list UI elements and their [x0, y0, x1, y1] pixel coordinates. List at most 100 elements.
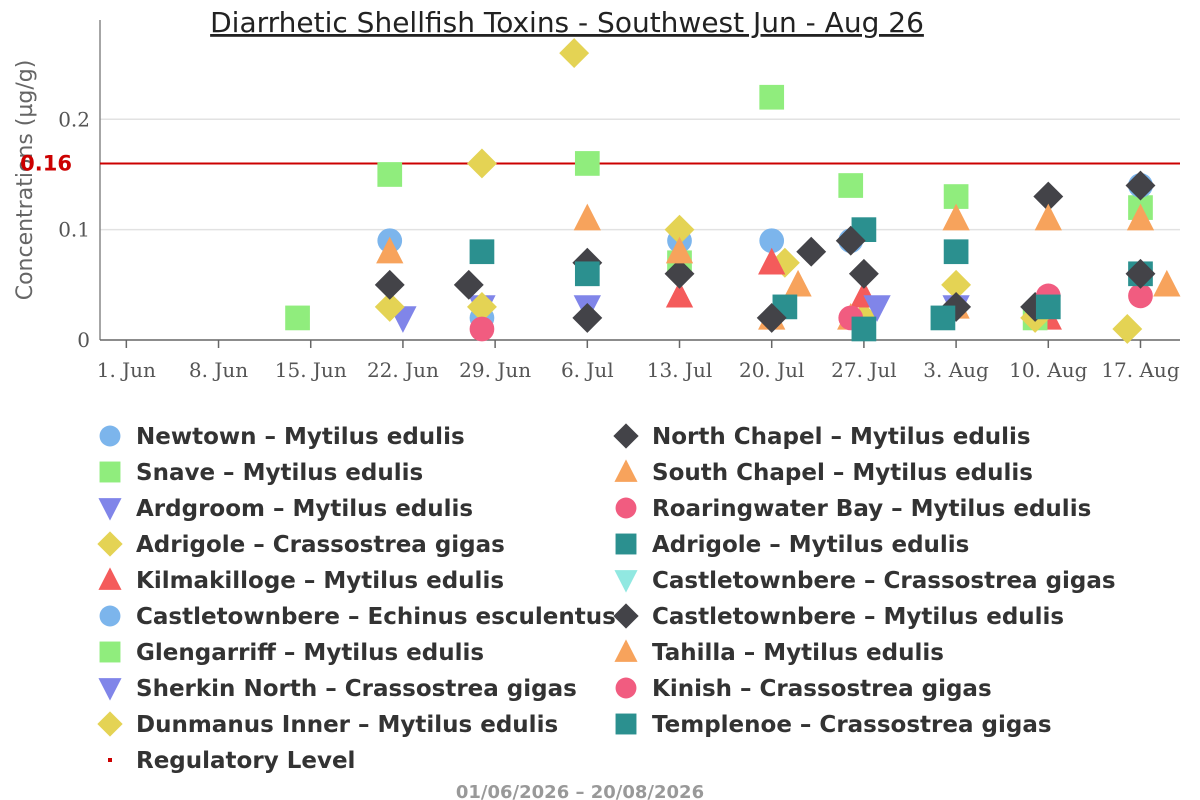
data-point — [469, 239, 495, 265]
legend-label[interactable]: Kinish – Crassostrea gigas — [652, 676, 992, 702]
legend-marker — [614, 639, 638, 662]
data-points — [285, 38, 1181, 344]
data-point — [1126, 203, 1155, 231]
data-point — [851, 316, 877, 342]
legend-label[interactable]: Sherkin North – Crassostrea gigas — [136, 676, 577, 702]
legend-marker — [615, 677, 637, 699]
data-point — [469, 316, 495, 342]
data-point — [1128, 283, 1153, 309]
legend-marker — [98, 498, 122, 521]
data-point — [1125, 170, 1156, 201]
data-point — [374, 269, 405, 300]
legend-marker — [614, 570, 638, 593]
legend-label[interactable]: Newtown – Mytilus edulis — [136, 424, 465, 450]
x-tick-label: 22. Jun — [367, 358, 439, 382]
data-point — [572, 302, 603, 333]
chart-title: Diarrhetic Shellfish Toxins - Southwest … — [210, 6, 924, 39]
x-tick-label: 27. Jul — [831, 358, 896, 382]
legend-label[interactable]: Templenoe – Crassostrea gigas — [652, 712, 1052, 738]
legend-label[interactable]: Snave – Mytilus edulis — [136, 460, 423, 486]
x-tick-label: 15. Jun — [275, 358, 347, 382]
legend-label[interactable]: Castletownbere – Crassostrea gigas — [652, 568, 1116, 594]
data-point — [285, 305, 310, 331]
legend-marker — [97, 711, 123, 737]
x-tick-label: 20. Jul — [739, 358, 804, 382]
data-point — [1125, 258, 1156, 289]
data-point — [467, 148, 497, 179]
legend: Newtown – Mytilus edulis Snave – Mytilus … — [97, 423, 1116, 774]
data-point — [784, 269, 812, 297]
data-point — [758, 247, 786, 275]
data-point — [941, 269, 972, 300]
data-point — [664, 214, 695, 245]
legend-label[interactable]: Castletownbere – Echinus esculentus — [136, 604, 616, 630]
data-point — [1034, 203, 1062, 231]
data-point — [374, 291, 405, 322]
data-point — [574, 261, 600, 287]
legend-label[interactable]: Castletownbere – Mytilus edulis — [652, 604, 1064, 630]
y-tick-label: 0.2 — [58, 107, 90, 131]
data-point — [759, 84, 785, 110]
data-point — [835, 225, 866, 256]
regulatory-level: 0.16 — [20, 151, 1180, 175]
y-axis-label: Concentrations (µg/g) — [13, 60, 38, 301]
legend-marker — [615, 533, 637, 555]
legend-marker — [99, 641, 121, 663]
x-tick-label: 10. Aug — [1009, 358, 1087, 382]
legend-label[interactable]: Kilmakilloge – Mytilus edulis — [136, 568, 504, 594]
data-point — [1112, 314, 1143, 344]
data-point — [453, 269, 484, 300]
data-point — [930, 305, 956, 331]
data-point — [377, 162, 403, 187]
legend-marker — [99, 425, 121, 447]
x-tick-label: 29. Jun — [459, 358, 531, 382]
x-tick-label: 3. Aug — [923, 358, 989, 382]
legend-label[interactable]: Tahilla – Mytilus edulis — [652, 640, 944, 666]
legend-marker — [97, 531, 123, 557]
data-point — [1035, 294, 1061, 320]
data-point — [863, 295, 891, 322]
regulatory-label: 0.16 — [20, 151, 72, 175]
legend-label[interactable]: Adrigole – Mytilus edulis — [652, 532, 969, 558]
data-point — [796, 236, 827, 267]
data-point — [759, 228, 785, 254]
legend-label[interactable]: Adrigole – Crassostrea gigas — [136, 532, 505, 558]
data-point — [573, 203, 601, 231]
x-tick-label: 17. Aug — [1101, 358, 1179, 382]
legend-marker — [613, 603, 639, 629]
legend-label[interactable]: Roaringwater Bay – Mytilus edulis — [652, 496, 1091, 522]
data-point — [665, 236, 694, 264]
legend-marker — [98, 678, 122, 701]
data-point — [1153, 269, 1181, 297]
legend-label[interactable]: Dunmanus Inner – Mytilus edulis — [136, 712, 558, 738]
legend-marker — [615, 497, 637, 519]
data-point — [559, 38, 590, 69]
data-point — [942, 203, 970, 231]
data-point — [943, 239, 969, 265]
data-point — [838, 173, 864, 198]
legend-label[interactable]: Regulatory Level — [136, 748, 355, 774]
legend-label[interactable]: North Chapel – Mytilus edulis — [652, 424, 1031, 450]
grid — [100, 118, 1180, 231]
legend-marker — [99, 605, 121, 627]
x-tick-label: 8. Jun — [189, 358, 248, 382]
data-point — [848, 258, 879, 289]
axes: 0 0.1 0.2 1. Jun 8. Jun 15. Jun 22. Jun 29. Jun… — [13, 20, 1180, 382]
data-point — [756, 302, 787, 333]
y-tick-label: 0 — [77, 328, 90, 352]
legend-label[interactable]: Glengarriff – Mytilus edulis — [136, 640, 484, 666]
data-point — [665, 280, 694, 308]
legend-label[interactable]: South Chapel – Mytilus edulis — [652, 460, 1033, 486]
x-tick-label: 13. Jul — [647, 358, 712, 382]
x-tick-label: 1. Jun — [97, 358, 156, 382]
legend-label[interactable]: Ardgroom – Mytilus edulis — [136, 496, 473, 522]
legend-marker — [99, 461, 121, 483]
data-point — [467, 291, 497, 322]
y-tick-label: 0.1 — [58, 218, 90, 242]
data-point — [574, 151, 600, 176]
data-point — [1033, 181, 1064, 212]
legend-marker — [613, 423, 639, 449]
legend-marker — [98, 567, 122, 590]
legend-marker — [615, 713, 637, 735]
